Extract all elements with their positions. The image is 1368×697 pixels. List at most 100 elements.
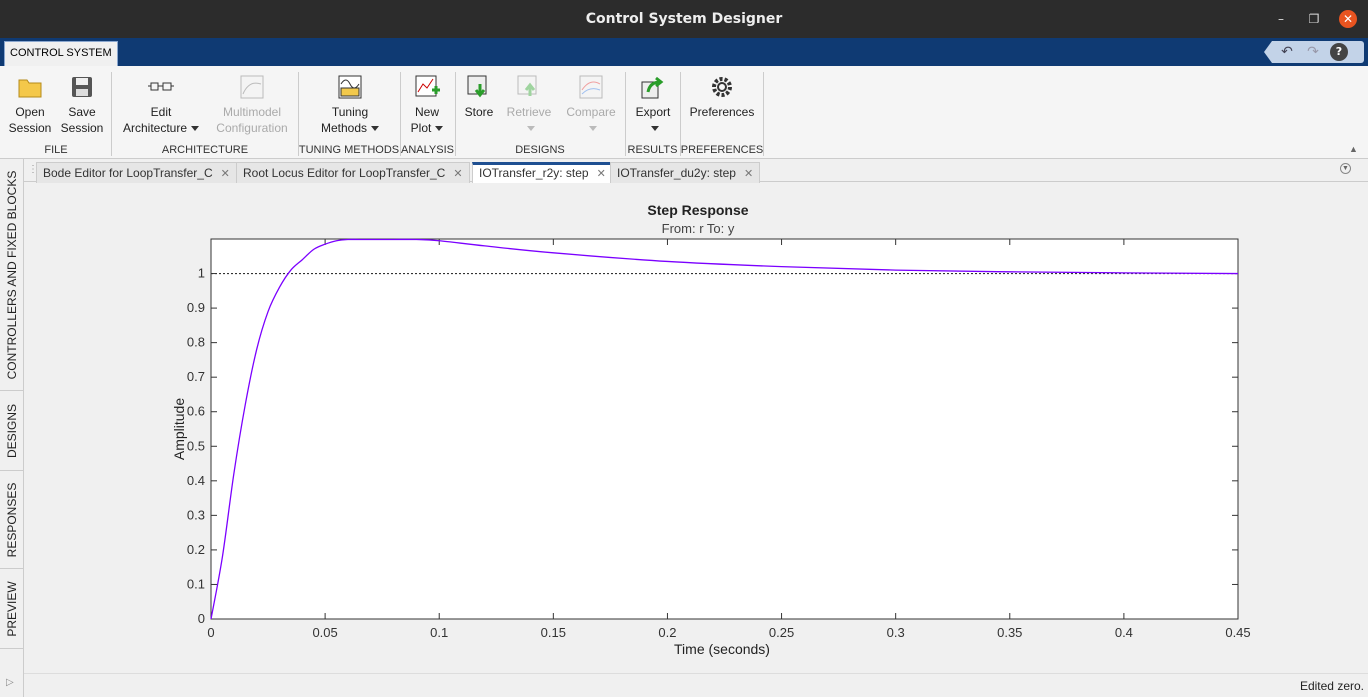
separator bbox=[455, 72, 456, 156]
tab-menu-icon[interactable]: ▼ bbox=[1340, 163, 1351, 174]
edit-architecture-button[interactable]: Edit Architecture bbox=[116, 74, 206, 136]
x-tick-label: 0.35 bbox=[997, 625, 1022, 640]
block-diagram-icon bbox=[148, 82, 174, 91]
ribbon-toolbar: Open Session Save Session FILE Edit Arch… bbox=[0, 66, 1368, 159]
status-bar: Edited zero. bbox=[24, 673, 1368, 697]
collapse-ribbon-icon[interactable]: ▲ bbox=[1349, 144, 1358, 154]
group-label-file: FILE bbox=[44, 144, 68, 156]
compare-button[interactable]: Compare bbox=[562, 74, 620, 136]
y-tick-label: 0.7 bbox=[187, 369, 205, 384]
chevron-down-icon bbox=[651, 126, 659, 132]
y-tick-label: 0.2 bbox=[187, 542, 205, 557]
y-tick-label: 0.9 bbox=[187, 300, 205, 315]
export-button[interactable]: Export bbox=[630, 74, 676, 136]
separator bbox=[763, 72, 764, 156]
y-axis-label: Amplitude bbox=[171, 398, 187, 460]
retrieve-button[interactable]: Retrieve bbox=[504, 74, 554, 136]
chevron-down-icon bbox=[371, 126, 380, 132]
chevron-down-icon bbox=[527, 126, 535, 132]
group-label-analysis: ANALYSIS bbox=[401, 144, 454, 156]
y-tick-label: 0.6 bbox=[187, 404, 205, 419]
group-label-architecture: ARCHITECTURE bbox=[161, 144, 249, 156]
y-tick-label: 0.4 bbox=[187, 473, 205, 488]
x-tick-label: 0.05 bbox=[312, 625, 337, 640]
y-tick-label: 0.1 bbox=[187, 576, 205, 591]
document-tabs: ⋮⋮ Bode Editor for LoopTransfer_C✕ Root … bbox=[24, 159, 1368, 183]
doc-tab-root-locus-editor[interactable]: Root Locus Editor for LoopTransfer_C ✕ bbox=[236, 162, 470, 183]
tab-preview[interactable]: PREVIEW bbox=[0, 569, 24, 649]
x-axis-label: Time (seconds) bbox=[674, 641, 770, 657]
separator bbox=[111, 72, 112, 156]
close-icon[interactable]: ✕ bbox=[743, 168, 754, 180]
retrieve-icon bbox=[517, 75, 537, 96]
multimodel-configuration-button[interactable]: Multimodel Configuration bbox=[210, 74, 294, 136]
close-icon[interactable]: ✕ bbox=[220, 168, 230, 180]
x-tick-label: 0.2 bbox=[658, 625, 676, 640]
store-button[interactable]: Store bbox=[460, 74, 498, 120]
quick-access-toolbar: ↶ ↷ ? bbox=[1264, 41, 1364, 63]
close-button[interactable]: ✕ bbox=[1339, 10, 1357, 28]
tuning-icon bbox=[338, 75, 362, 99]
close-icon[interactable]: ✕ bbox=[453, 168, 463, 180]
preferences-button[interactable]: Preferences bbox=[686, 74, 758, 120]
title-bar: Control System Designer – ❐ ✕ bbox=[0, 0, 1368, 38]
chart-subtitle: From: r To: y bbox=[662, 221, 735, 236]
undo-icon[interactable]: ↶ bbox=[1281, 44, 1293, 60]
series-line bbox=[210, 238, 1239, 620]
x-tick-label: 0.15 bbox=[541, 625, 566, 640]
group-label-preferences: PREFERENCES bbox=[680, 144, 764, 156]
plot-area: Step Response From: r To: y 0 0.05 0.1 0.15… bbox=[24, 183, 1368, 673]
tab-responses[interactable]: RESPONSES bbox=[0, 471, 24, 569]
x-tick-label: 0.45 bbox=[1225, 625, 1250, 640]
chart-title: Step Response bbox=[647, 202, 748, 218]
export-icon bbox=[641, 76, 664, 99]
minimize-button[interactable]: – bbox=[1278, 12, 1284, 26]
y-tick-label: 0 bbox=[198, 611, 205, 626]
doc-tab-iotransfer-du2y[interactable]: IOTransfer_du2y: step ✕ bbox=[610, 162, 761, 183]
open-session-button[interactable]: Open Session bbox=[8, 74, 52, 136]
y-tick-label: 1 bbox=[198, 266, 205, 281]
help-icon[interactable]: ? bbox=[1330, 43, 1348, 61]
x-tick-label: 0.3 bbox=[887, 625, 905, 640]
new-plot-button[interactable]: New Plot bbox=[404, 74, 450, 136]
plot-frame bbox=[210, 238, 1239, 620]
tuning-methods-button[interactable]: Tuning Methods bbox=[308, 74, 392, 136]
close-icon[interactable]: ✕ bbox=[596, 168, 606, 180]
separator bbox=[625, 72, 626, 156]
multimodel-icon bbox=[240, 75, 264, 99]
chevron-down-icon bbox=[589, 126, 597, 132]
group-label-designs: DESIGNS bbox=[515, 144, 565, 156]
group-label-results: RESULTS bbox=[627, 144, 678, 156]
ribbon-tab-bar: CONTROL SYSTEM ↶ ↷ ? bbox=[0, 38, 1368, 66]
folder-icon bbox=[18, 79, 42, 98]
step-response-chart[interactable]: Step Response From: r To: y 0 0.05 0.1 0.15… bbox=[24, 183, 1368, 673]
chevron-down-icon bbox=[191, 126, 200, 132]
y-tick-label: 0.3 bbox=[187, 507, 205, 522]
x-tick-label: 0.25 bbox=[769, 625, 794, 640]
doc-tab-bode-editor[interactable]: Bode Editor for LoopTransfer_C ✕ bbox=[36, 162, 237, 183]
x-tick-label: 0.4 bbox=[1115, 625, 1133, 640]
x-tick-label: 0 bbox=[207, 625, 214, 640]
compare-icon bbox=[579, 75, 603, 99]
save-icon bbox=[72, 77, 92, 97]
tab-designs[interactable]: DESIGNS bbox=[0, 391, 24, 471]
side-panel: CONTROLLERS AND FIXED BLOCKS DESIGNS RES… bbox=[0, 159, 24, 697]
maximize-button[interactable]: ❐ bbox=[1308, 12, 1320, 26]
redo-icon[interactable]: ↷ bbox=[1307, 44, 1319, 60]
save-session-button[interactable]: Save Session bbox=[60, 74, 104, 136]
tab-controllers-and-fixed-blocks[interactable]: CONTROLLERS AND FIXED BLOCKS bbox=[0, 159, 24, 391]
x-tick-label: 0.1 bbox=[430, 625, 448, 640]
window-title: Control System Designer bbox=[585, 11, 783, 27]
status-text: Edited zero. bbox=[1299, 679, 1364, 693]
chevron-down-icon bbox=[435, 126, 444, 132]
y-tick-label: 0.5 bbox=[187, 438, 205, 453]
expand-panel-icon[interactable]: ▷ bbox=[6, 677, 14, 688]
group-label-tuning-methods: TUNING METHODS bbox=[298, 144, 400, 156]
store-icon bbox=[467, 75, 487, 98]
doc-tab-iotransfer-r2y[interactable]: IOTransfer_r2y: step ✕ bbox=[472, 162, 613, 183]
separator bbox=[680, 72, 681, 156]
separator bbox=[298, 72, 299, 156]
separator bbox=[400, 72, 401, 156]
new-plot-icon bbox=[415, 75, 440, 97]
tab-control-system[interactable]: CONTROL SYSTEM bbox=[4, 41, 118, 66]
